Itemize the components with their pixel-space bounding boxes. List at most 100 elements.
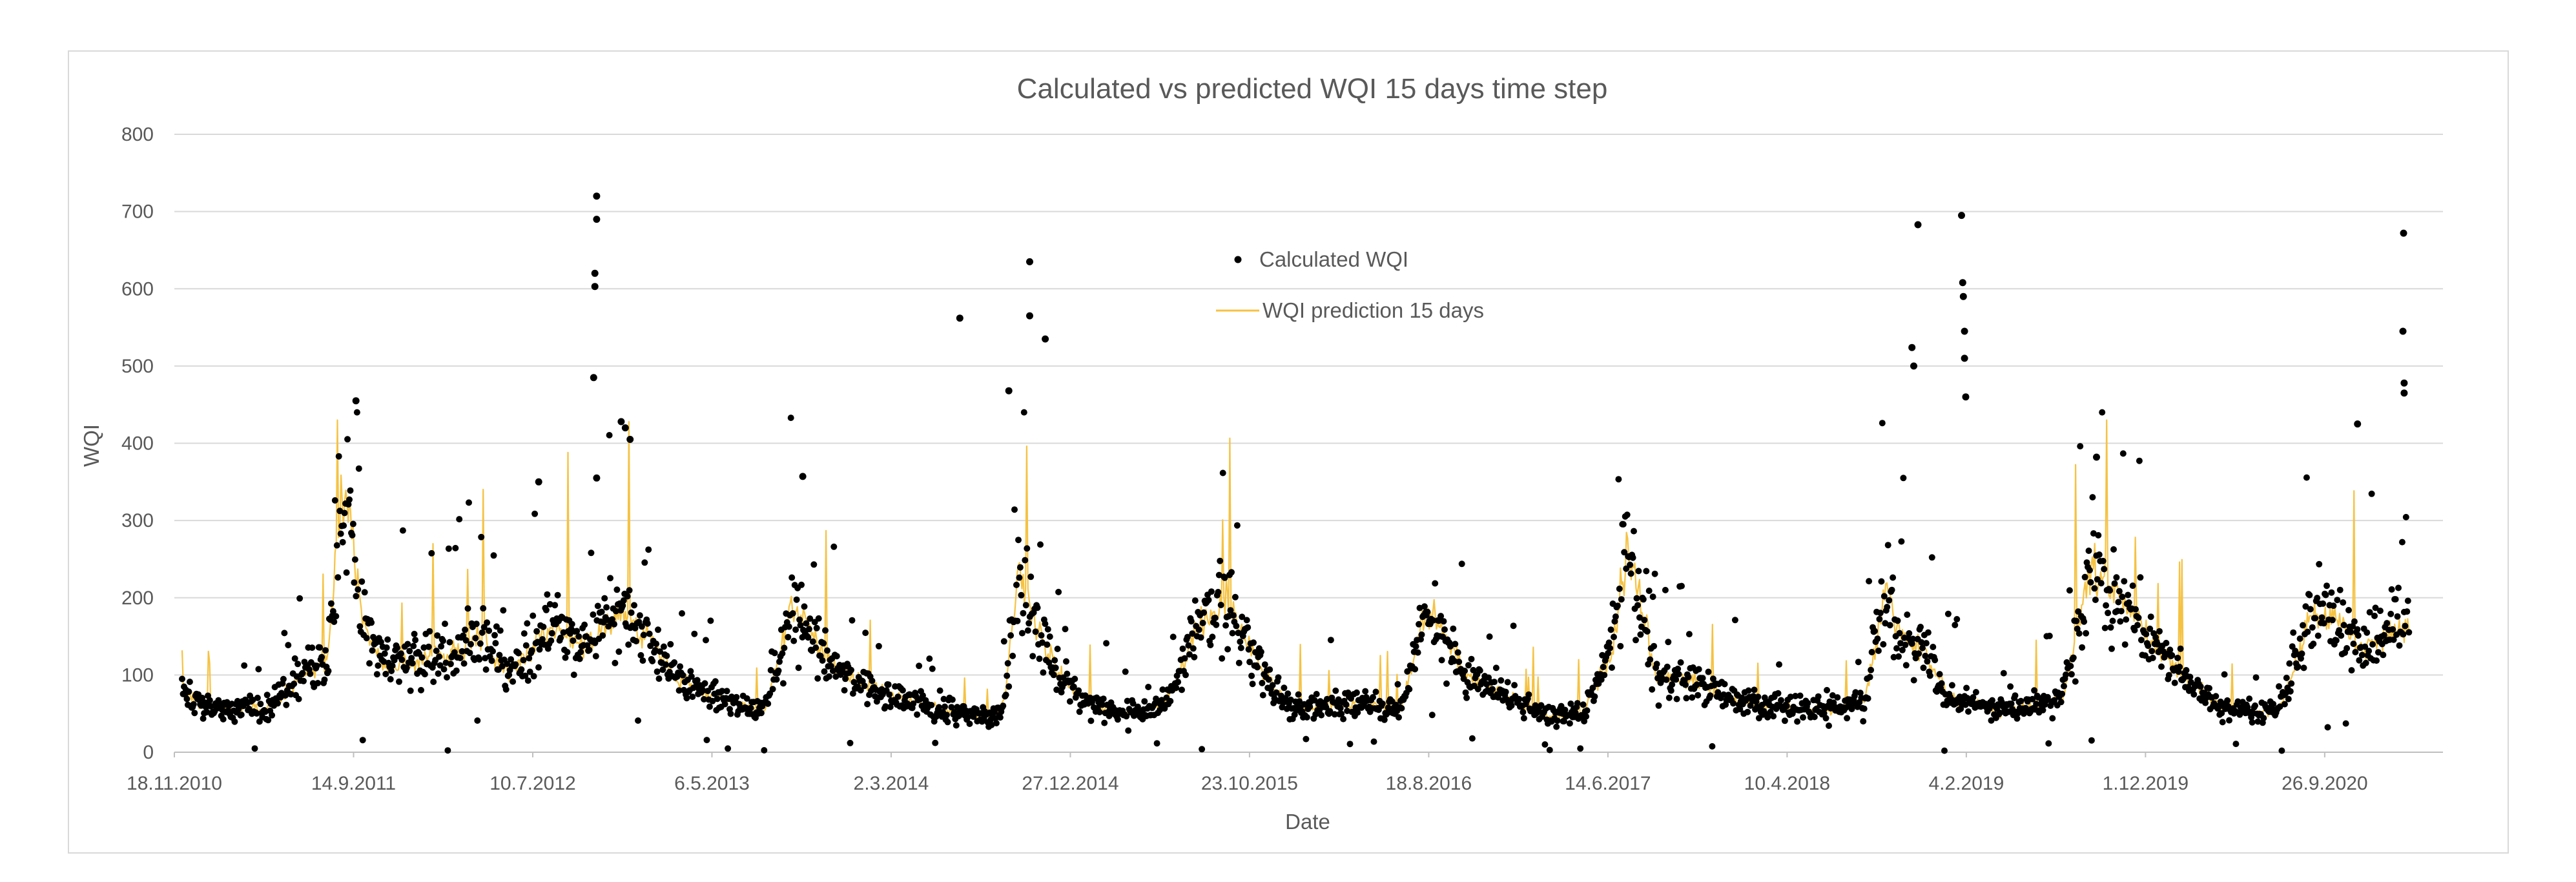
calculated-wqi-outlier — [1914, 221, 1922, 229]
calculated-wqi-point — [440, 637, 446, 644]
calculated-wqi-point — [2111, 580, 2118, 587]
calculated-wqi-point — [1412, 643, 1419, 650]
calculated-wqi-point — [2045, 740, 2052, 747]
calculated-wqi-point — [403, 664, 410, 672]
calculated-wqi-point — [1655, 702, 1662, 709]
calculated-wqi-point — [601, 595, 608, 602]
calculated-wqi-point — [1463, 694, 1470, 701]
calculated-wqi-point — [440, 666, 448, 673]
calculated-wqi-point — [810, 561, 818, 568]
calculated-wqi-point — [2081, 573, 2088, 580]
calculated-wqi-point — [1633, 595, 1640, 602]
calculated-wqi-point — [1273, 689, 1280, 696]
calculated-wqi-point — [388, 668, 395, 675]
calculated-wqi-point — [2156, 628, 2163, 635]
calculated-wqi-point — [526, 655, 533, 662]
calculated-wqi-point — [2302, 603, 2309, 610]
y-axis-ticks: 0 100 200 300 400 500 600 700 800 — [121, 124, 154, 763]
calculated-wqi-point — [2121, 641, 2128, 648]
calculated-wqi-point — [2068, 671, 2075, 678]
calculated-wqi-point — [2134, 622, 2141, 629]
calculated-wqi-point — [1346, 741, 1354, 748]
calculated-wqi-point — [1208, 588, 1215, 595]
calculated-wqi-point — [2137, 574, 2144, 581]
calculated-wqi-point — [1075, 687, 1082, 694]
calculated-wqi-point — [1541, 741, 1549, 748]
calculated-wqi-point — [662, 661, 669, 668]
x-tick-label: 18.11.2010 — [127, 773, 222, 794]
calculated-wqi-point — [254, 694, 261, 701]
calculated-wqi-point — [1580, 701, 1587, 708]
calculated-wqi-point — [1239, 613, 1246, 620]
calculated-wqi-point — [504, 661, 511, 668]
calculated-wqi-point — [190, 701, 197, 708]
calculated-wqi-point — [1667, 687, 1674, 694]
calculated-wqi-point — [1246, 659, 1253, 666]
calculated-wqi-point — [2000, 670, 2007, 677]
calculated-wqi-point — [1185, 642, 1192, 649]
calculated-wqi-outlier — [1005, 387, 1013, 395]
calculated-wqi-point — [203, 704, 209, 711]
calculated-wqi-point — [2029, 695, 2036, 703]
y-tick-label: 300 — [121, 510, 154, 531]
calculated-wqi-point — [743, 695, 750, 702]
calculated-wqi-point — [767, 667, 774, 673]
calculated-wqi-point — [300, 677, 307, 684]
calculated-wqi-point — [1605, 639, 1613, 646]
calculated-wqi-point — [1860, 718, 1867, 725]
calculated-wqi-point — [1651, 642, 1658, 650]
calculated-wqi-point — [1963, 684, 1970, 692]
calculated-wqi-point — [1458, 560, 1465, 568]
calculated-wqi-point — [1736, 706, 1744, 713]
calculated-wqi-outlier — [593, 474, 601, 482]
calculated-wqi-point — [785, 623, 792, 630]
calculated-wqi-point — [1122, 668, 1129, 675]
calculated-wqi-point — [1731, 617, 1738, 624]
calculated-wqi-point — [813, 624, 820, 631]
calculated-wqi-point — [257, 701, 264, 708]
calculated-wqi-point — [869, 677, 876, 684]
calculated-wqi-outlier — [1908, 344, 1916, 351]
calculated-wqi-point — [1919, 644, 1926, 651]
calculated-wqi-point — [377, 639, 384, 646]
calculated-wqi-point — [546, 600, 553, 608]
calculated-wqi-point — [1468, 735, 1476, 742]
calculated-wqi-point — [2389, 626, 2396, 633]
calculated-wqi-point — [2202, 699, 2209, 706]
calculated-wqi-point — [2314, 595, 2321, 602]
x-tick-label: 1.12.2019 — [2103, 773, 2189, 794]
calculated-wqi-point — [2369, 641, 2376, 648]
calculated-wqi-point — [541, 641, 548, 648]
calculated-wqi-point — [1222, 622, 1230, 629]
calculated-wqi-point — [462, 626, 469, 633]
calculated-wqi-point — [2057, 699, 2065, 706]
calculated-wqi-point — [2177, 645, 2184, 652]
calculated-wqi-point — [1886, 597, 1893, 604]
calculated-wqi-point — [1461, 668, 1468, 674]
calculated-wqi-point — [626, 587, 633, 594]
calculated-wqi-point — [241, 662, 248, 669]
calculated-wqi-point — [916, 662, 923, 670]
calculated-wqi-point — [2101, 624, 2108, 631]
calculated-wqi-point — [1462, 689, 1469, 696]
calculated-wqi-point — [719, 688, 726, 695]
calculated-wqi-point — [646, 630, 653, 637]
calculated-wqi-point — [2108, 645, 2115, 652]
calculated-wqi-point — [1631, 528, 1637, 535]
calculated-wqi-point — [2406, 629, 2413, 636]
calculated-wqi-point — [2249, 719, 2256, 726]
calculated-wqi-point — [438, 643, 445, 650]
calculated-wqi-point — [1421, 603, 1428, 610]
calculated-wqi-point — [1230, 612, 1237, 619]
calculated-wqi-point — [1583, 713, 1590, 720]
calculated-wqi-point — [703, 737, 710, 744]
calculated-wqi-point — [540, 623, 547, 630]
calculated-wqi-point — [1219, 655, 1226, 662]
calculated-wqi-point — [1038, 632, 1045, 639]
calculated-wqi-point — [1159, 686, 1166, 693]
calculated-wqi-point — [2368, 490, 2375, 497]
calculated-wqi-point — [1398, 704, 1405, 712]
calculated-wqi-point — [667, 641, 674, 648]
calculated-wqi-point — [1025, 620, 1033, 627]
